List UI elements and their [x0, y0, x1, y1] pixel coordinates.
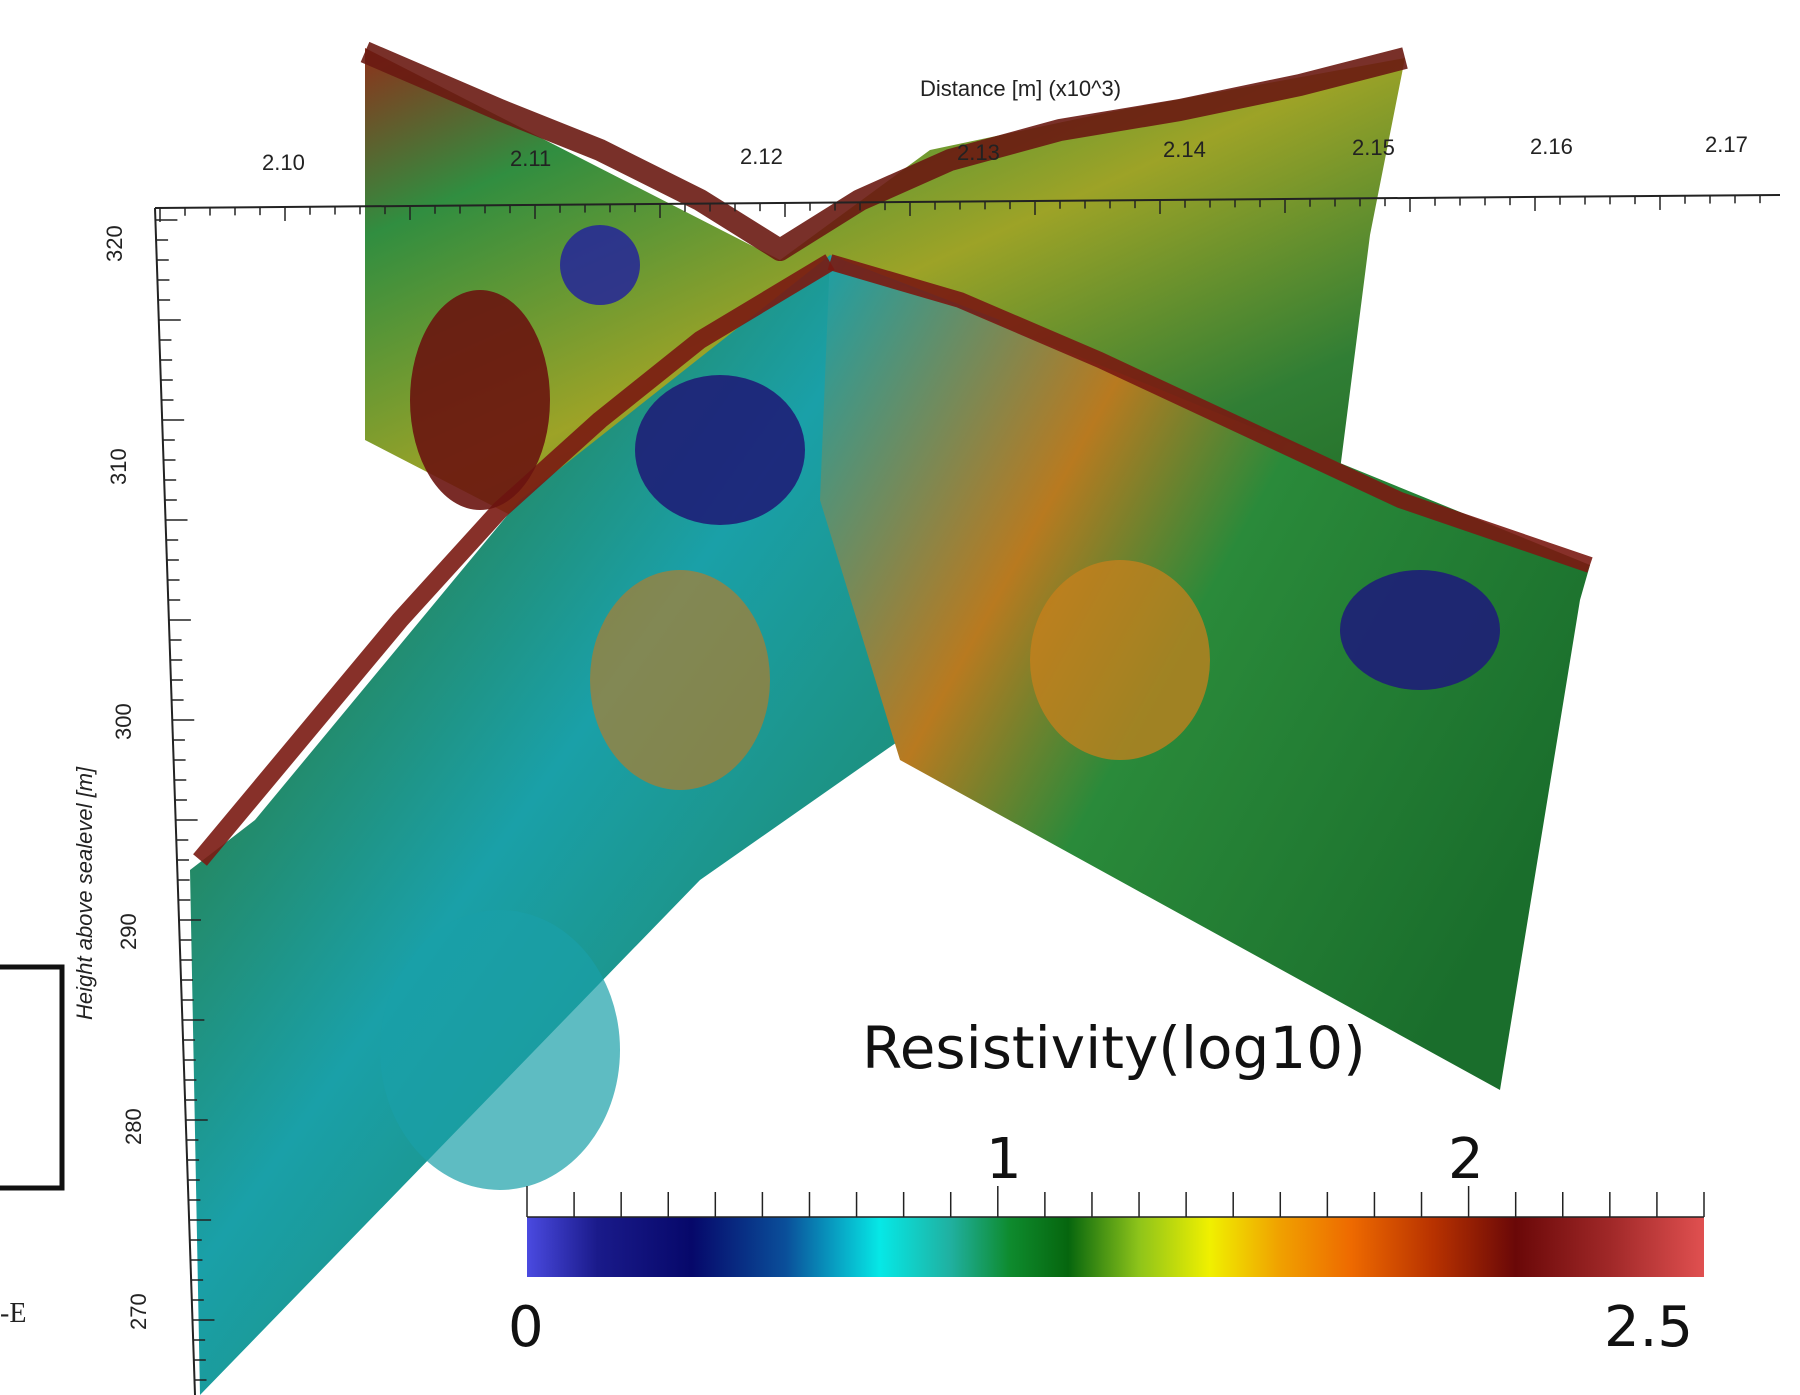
anomaly-conductive-1	[635, 375, 805, 525]
axes	[154, 194, 1781, 1395]
cropped-text-fragment: -E	[0, 1298, 26, 1329]
x-tick-label: 2.13	[957, 140, 1000, 165]
x-tick-label: 2.15	[1352, 135, 1395, 160]
surface-crust-back	[360, 41, 1408, 261]
x-tick-label: 2.10	[262, 150, 305, 175]
anomaly-resistive-1	[410, 290, 550, 510]
colorbar-mid-label: 1	[986, 1127, 1022, 1192]
x-tick-label: 2.16	[1530, 134, 1573, 159]
anomaly-low-1	[380, 910, 620, 1190]
surface-crust-long	[193, 254, 835, 866]
y-tick-label: 310	[106, 448, 131, 485]
colorbar-max-label: 2.5	[1604, 1295, 1693, 1360]
y-tick-label: 270	[126, 1293, 151, 1330]
anomaly-resistive-2	[1030, 560, 1210, 760]
x-axis-line	[154, 194, 1781, 209]
anomaly-conductive-2	[1340, 570, 1500, 690]
resistivity-sections	[190, 41, 1593, 1395]
colorbar-title: Resistivity(log10)	[862, 1014, 1366, 1082]
y-axis-title: Height above sealevel [m]	[72, 766, 97, 1020]
colorbar-gradient	[527, 1217, 1704, 1277]
x-axis-ticks	[159, 195, 1761, 222]
cropped-frame-fragment: -E	[0, 964, 65, 1329]
surface-crust-right	[827, 254, 1593, 573]
colorbar-ticks	[526, 1186, 1705, 1217]
y-tick-label: 290	[116, 913, 141, 950]
y-axis-ticks	[155, 219, 215, 1381]
y-tick-label: 320	[102, 225, 127, 262]
y-axis-line	[154, 207, 196, 1395]
colorbar-mid-label: 2	[1448, 1127, 1484, 1192]
x-tick-label: 2.12	[740, 144, 783, 169]
colorbar: Resistivity(log10) 0 2.5 1 2	[508, 1014, 1705, 1360]
x-axis-title: Distance [m] (x10^3)	[920, 76, 1121, 101]
y-tick-label: 280	[121, 1108, 146, 1145]
x-tick-label: 2.14	[1163, 137, 1206, 162]
colorbar-min-label: 0	[508, 1295, 544, 1360]
x-tick-label: 2.11	[510, 146, 551, 171]
y-tick-label: 300	[111, 703, 136, 740]
anomaly-resistive-3	[590, 570, 770, 790]
x-tick-label: 2.17	[1705, 132, 1748, 157]
anomaly-conductive-3	[560, 225, 640, 305]
